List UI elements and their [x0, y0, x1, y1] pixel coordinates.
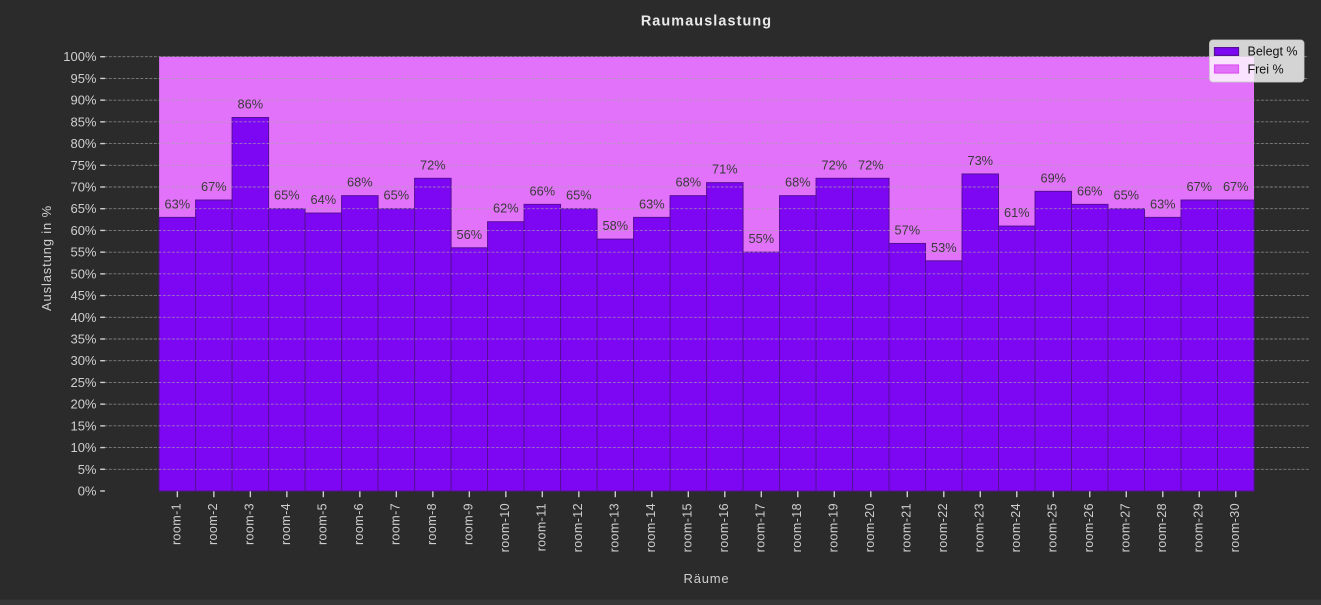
svg-text:Frei %: Frei %: [1248, 63, 1284, 77]
svg-text:61%: 61%: [1004, 205, 1030, 220]
svg-text:room-13: room-13: [608, 503, 622, 552]
svg-text:room-30: room-30: [1228, 503, 1242, 552]
svg-text:53%: 53%: [931, 240, 957, 255]
svg-text:65%: 65%: [566, 188, 592, 203]
svg-text:56%: 56%: [457, 227, 483, 242]
svg-text:75%: 75%: [70, 158, 96, 173]
svg-text:35%: 35%: [70, 332, 96, 347]
svg-text:room-4: room-4: [279, 503, 293, 545]
svg-text:room-16: room-16: [717, 503, 731, 552]
svg-text:64%: 64%: [311, 192, 337, 207]
svg-text:60%: 60%: [70, 223, 96, 238]
svg-text:95%: 95%: [70, 71, 96, 86]
svg-text:65%: 65%: [70, 201, 96, 216]
svg-text:58%: 58%: [602, 218, 628, 233]
svg-text:room-2: room-2: [206, 503, 220, 545]
svg-text:67%: 67%: [1223, 179, 1249, 194]
svg-text:room-17: room-17: [754, 503, 768, 552]
svg-text:71%: 71%: [712, 162, 738, 177]
svg-text:40%: 40%: [70, 310, 96, 325]
svg-text:room-21: room-21: [899, 503, 913, 552]
svg-text:55%: 55%: [748, 231, 774, 246]
svg-text:room-29: room-29: [1191, 503, 1205, 552]
svg-text:room-5: room-5: [316, 503, 330, 545]
svg-text:30%: 30%: [70, 353, 96, 368]
svg-text:86%: 86%: [238, 97, 264, 112]
svg-text:room-1: room-1: [170, 503, 184, 545]
svg-text:68%: 68%: [785, 175, 811, 190]
svg-text:63%: 63%: [639, 196, 665, 211]
svg-text:room-10: room-10: [498, 503, 512, 552]
svg-text:62%: 62%: [493, 201, 519, 216]
svg-text:67%: 67%: [201, 179, 227, 194]
svg-text:72%: 72%: [821, 157, 847, 172]
svg-text:72%: 72%: [420, 157, 446, 172]
svg-text:15%: 15%: [70, 418, 96, 433]
svg-text:room-3: room-3: [243, 503, 257, 545]
svg-text:65%: 65%: [274, 188, 300, 203]
svg-text:85%: 85%: [70, 114, 96, 129]
svg-text:80%: 80%: [70, 136, 96, 151]
svg-text:57%: 57%: [894, 222, 920, 237]
svg-text:room-9: room-9: [462, 503, 476, 545]
svg-text:room-14: room-14: [644, 503, 658, 552]
svg-text:Raumauslastung: Raumauslastung: [641, 14, 772, 30]
svg-text:100%: 100%: [63, 49, 97, 64]
svg-text:63%: 63%: [1150, 196, 1176, 211]
svg-text:room-23: room-23: [972, 503, 986, 552]
svg-text:65%: 65%: [384, 188, 410, 203]
svg-text:55%: 55%: [70, 245, 96, 260]
svg-text:63%: 63%: [165, 196, 191, 211]
svg-text:72%: 72%: [858, 157, 884, 172]
svg-text:room-6: room-6: [352, 503, 366, 545]
svg-text:room-15: room-15: [681, 503, 695, 552]
svg-text:65%: 65%: [1113, 188, 1139, 203]
svg-text:45%: 45%: [70, 288, 96, 303]
svg-text:Auslastung in %: Auslastung in %: [39, 205, 54, 311]
svg-text:90%: 90%: [70, 93, 96, 108]
svg-text:Räume: Räume: [684, 571, 730, 586]
svg-text:67%: 67%: [1186, 179, 1212, 194]
svg-text:room-26: room-26: [1082, 503, 1096, 552]
svg-text:70%: 70%: [70, 180, 96, 195]
svg-text:20%: 20%: [70, 397, 96, 412]
svg-text:Belegt %: Belegt %: [1248, 44, 1298, 58]
svg-text:68%: 68%: [347, 175, 373, 190]
svg-text:room-18: room-18: [790, 503, 804, 552]
svg-text:room-8: room-8: [425, 503, 439, 545]
svg-text:room-24: room-24: [1009, 503, 1023, 552]
svg-text:66%: 66%: [1077, 183, 1103, 198]
svg-text:room-27: room-27: [1118, 503, 1132, 552]
svg-text:66%: 66%: [530, 183, 556, 198]
svg-text:room-19: room-19: [826, 503, 840, 552]
svg-text:10%: 10%: [70, 440, 96, 455]
svg-text:5%: 5%: [78, 462, 97, 477]
svg-text:room-11: room-11: [535, 503, 549, 551]
svg-text:50%: 50%: [70, 266, 96, 281]
svg-text:room-12: room-12: [571, 503, 585, 552]
svg-text:room-7: room-7: [389, 503, 403, 545]
svg-text:69%: 69%: [1040, 170, 1066, 185]
svg-text:room-22: room-22: [936, 503, 950, 552]
svg-text:room-28: room-28: [1155, 503, 1169, 552]
svg-text:0%: 0%: [78, 484, 97, 499]
svg-text:room-20: room-20: [863, 503, 877, 552]
svg-text:25%: 25%: [70, 375, 96, 390]
svg-text:68%: 68%: [675, 175, 701, 190]
svg-text:room-25: room-25: [1045, 503, 1059, 552]
svg-text:73%: 73%: [967, 153, 993, 168]
